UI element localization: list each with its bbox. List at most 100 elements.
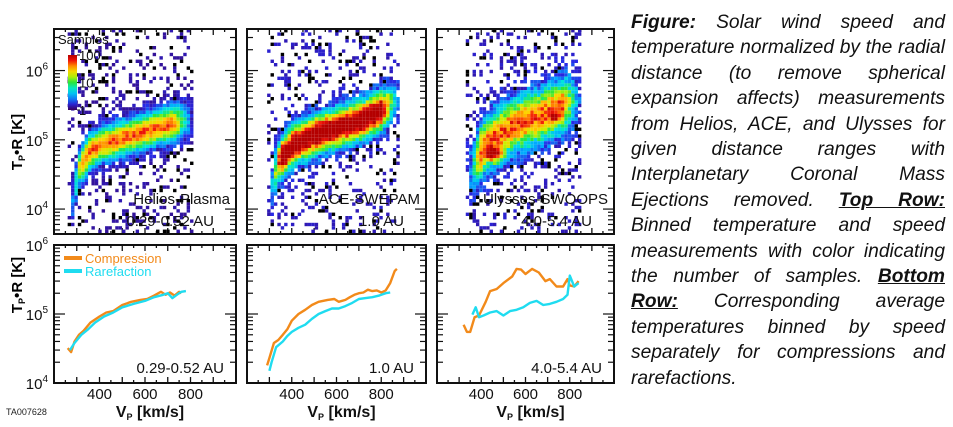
heatmap-cell: [386, 80, 390, 84]
heatmap-cell: [530, 83, 534, 87]
heatmap-cell: [479, 42, 483, 46]
heatmap-cell: [108, 199, 112, 203]
heatmap-cell: [389, 199, 393, 203]
heatmap-cell: [304, 110, 308, 114]
heatmap-cell: [375, 131, 380, 135]
heatmap-cell: [503, 212, 507, 216]
heatmap-cell: [526, 114, 531, 118]
heatmap-cell: [135, 134, 140, 138]
heatmap-cell: [101, 188, 106, 193]
heatmap-cell: [105, 35, 109, 40]
heatmap-cell: [304, 131, 308, 135]
heatmap-cell: [482, 137, 487, 142]
heatmap-cell: [335, 131, 339, 135]
heatmap-cell: [156, 168, 160, 172]
heatmap-cell: [345, 97, 349, 101]
heatmap-cell: [284, 141, 288, 145]
heatmap-cell: [503, 216, 507, 220]
heatmap-cell: [499, 158, 504, 162]
heatmap-cell: [98, 52, 102, 57]
heatmap-cell: [375, 226, 380, 230]
heatmap-cell: [307, 59, 312, 63]
heatmap-cell: [557, 131, 561, 135]
heatmap-cell: [179, 185, 184, 189]
heatmap-cell: [176, 117, 180, 121]
heatmap-cell: [489, 171, 493, 176]
heatmap-cell: [301, 168, 305, 172]
heatmap-cell: [152, 134, 157, 138]
heatmap-cell: [297, 148, 302, 152]
heatmap-cell: [159, 120, 163, 125]
heatmap-cell: [571, 137, 575, 142]
heatmap-cell: [321, 49, 325, 53]
heatmap-cell: [520, 52, 524, 57]
heatmap-cell: [574, 86, 578, 91]
heatmap-cell: [166, 107, 170, 111]
heatmap-cell: [496, 171, 500, 176]
heatmap-cell: [526, 216, 531, 220]
heatmap-cell: [358, 131, 363, 135]
heatmap-cell: [314, 137, 319, 142]
heatmap-cell: [301, 199, 305, 203]
heatmap-cell: [111, 30, 116, 33]
heatmap-cell: [341, 148, 346, 152]
heatmap-cell: [479, 134, 483, 138]
heatmap-cell: [284, 76, 288, 80]
heatmap-cell: [270, 192, 274, 196]
heatmap-cell: [482, 134, 487, 138]
heatmap-cell: [526, 202, 531, 206]
heatmap-cell: [341, 144, 346, 148]
heatmap-cell: [389, 168, 393, 172]
heatmap-cell: [94, 158, 99, 162]
heatmap-cell: [81, 93, 85, 97]
heatmap-cell: [152, 165, 157, 169]
heatmap-cell: [516, 100, 521, 104]
heatmap-cell: [311, 127, 315, 131]
heatmap-cell: [472, 178, 476, 182]
heatmap-cell: [560, 110, 565, 114]
heatmap-cell: [135, 114, 140, 118]
heatmap-cell: [335, 103, 339, 108]
heatmap-cell: [560, 66, 565, 70]
heatmap-cell: [297, 137, 302, 142]
heatmap-cell: [496, 134, 500, 138]
heatmap-cell: [533, 144, 538, 148]
heatmap-cell: [149, 124, 153, 128]
heatmap-cell: [318, 134, 322, 138]
heatmap-cell: [166, 110, 170, 114]
heatmap-cell: [190, 148, 194, 152]
heatmap-cell: [186, 137, 191, 142]
heatmap-cell: [482, 168, 487, 172]
heatmap-cell: [574, 199, 578, 203]
heatmap-cell: [469, 168, 473, 172]
heatmap-cell: [321, 59, 325, 63]
heatmap-cell: [311, 148, 315, 152]
heatmap-cell: [567, 127, 572, 131]
heatmap-cell: [372, 219, 376, 223]
heatmap-cell: [111, 80, 116, 84]
heatmap-cell: [280, 56, 285, 60]
heatmap-cell: [139, 137, 143, 142]
heatmap-cell: [284, 73, 288, 77]
heatmap-cell: [81, 141, 85, 145]
heatmap-cell: [469, 154, 473, 159]
heatmap-cell: [571, 63, 575, 67]
heatmap-cell: [537, 107, 541, 111]
heatmap-cell: [369, 90, 373, 94]
heatmap-cell: [520, 148, 524, 152]
heatmap-cell: [335, 185, 339, 189]
heatmap-cell: [392, 83, 397, 87]
heatmap-cell: [111, 127, 116, 131]
heatmap-cell: [331, 117, 336, 121]
heatmap-cell: [365, 202, 370, 206]
heatmap-cell: [475, 137, 480, 142]
heatmap-cell: [301, 114, 305, 118]
heatmap-cell: [526, 151, 531, 155]
heatmap-cell: [571, 30, 575, 33]
heatmap-cell: [105, 226, 109, 230]
heatmap-cell: [537, 86, 541, 91]
heatmap-cell: [173, 144, 177, 148]
heatmap-cell: [98, 103, 102, 108]
heatmap-cell: [284, 131, 288, 135]
heatmap-cell: [287, 168, 291, 172]
